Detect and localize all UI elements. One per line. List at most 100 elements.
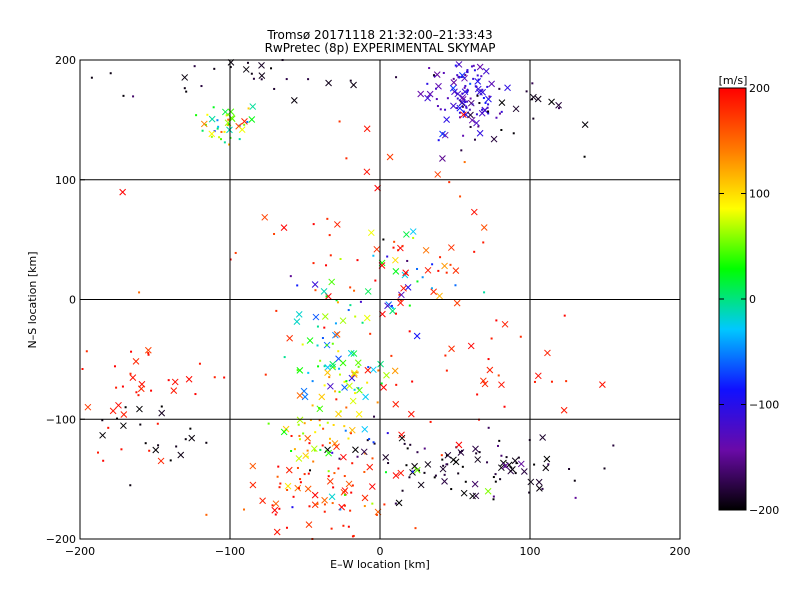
data-point-dot bbox=[454, 64, 457, 67]
data-point-dot bbox=[347, 309, 350, 312]
data-point-cross bbox=[109, 407, 117, 415]
data-point-dot bbox=[356, 259, 359, 262]
data-point-dot bbox=[317, 365, 320, 368]
data-point-cross bbox=[599, 381, 606, 388]
data-point-dot bbox=[345, 157, 348, 160]
data-point-dot bbox=[326, 217, 329, 220]
data-point-dot bbox=[157, 444, 160, 447]
data-point-dot bbox=[307, 371, 310, 374]
data-point-dot bbox=[473, 69, 476, 72]
data-point-dot bbox=[321, 337, 324, 340]
data-point-dot bbox=[461, 465, 464, 468]
data-point-cross bbox=[271, 506, 279, 514]
data-point-dot bbox=[478, 102, 481, 105]
data-point-dot bbox=[469, 97, 472, 100]
data-point-cross bbox=[474, 456, 482, 463]
data-point-dot bbox=[109, 72, 112, 75]
data-point-dot bbox=[306, 449, 309, 452]
y-ticks: −200 −100 0 100 200 bbox=[46, 54, 85, 546]
data-point-cross bbox=[380, 384, 387, 391]
data-point-cross bbox=[539, 434, 547, 441]
data-point-dot bbox=[495, 319, 498, 322]
data-point-dot bbox=[303, 473, 306, 476]
data-point-cross bbox=[509, 465, 516, 473]
data-point-cross bbox=[527, 478, 535, 486]
data-point-dot bbox=[296, 466, 299, 469]
plot-area: −200 −100 0 100 200 −200 −100 0 100 200 bbox=[46, 54, 691, 558]
data-point-dot bbox=[260, 78, 263, 81]
data-point-dot bbox=[473, 250, 476, 253]
data-point-cross bbox=[407, 410, 415, 418]
data-point-dot bbox=[296, 284, 299, 287]
data-point-cross bbox=[290, 97, 298, 104]
data-point-dot bbox=[469, 82, 472, 85]
data-point-dot bbox=[331, 451, 334, 454]
colorbar-tick-label: −100 bbox=[749, 399, 779, 412]
grid-lines bbox=[80, 60, 680, 539]
data-point-cross bbox=[430, 288, 437, 296]
data-point-dot bbox=[298, 487, 301, 490]
data-point-dot bbox=[525, 90, 528, 93]
data-point-dot bbox=[533, 463, 536, 466]
data-point-cross bbox=[500, 459, 507, 467]
data-point-cross bbox=[486, 366, 494, 374]
data-point-dot bbox=[531, 98, 534, 101]
data-point-dot bbox=[568, 467, 571, 470]
data-point-dot bbox=[148, 449, 151, 452]
data-point-dot bbox=[160, 405, 163, 408]
data-point-cross bbox=[296, 416, 304, 424]
data-point-cross bbox=[449, 84, 457, 92]
data-point-cross bbox=[341, 384, 348, 391]
data-point-dot bbox=[456, 97, 459, 100]
data-point-dot bbox=[411, 380, 414, 383]
data-point-cross bbox=[355, 410, 363, 418]
data-point-cross bbox=[328, 278, 336, 286]
colorbar: [m/s] 200 100 0 −100 −200 bbox=[718, 74, 779, 517]
data-point-cross bbox=[157, 457, 165, 465]
data-point-cross bbox=[333, 330, 341, 338]
data-point-dot bbox=[547, 463, 550, 466]
data-point-cross bbox=[144, 346, 152, 354]
data-point-dot bbox=[169, 459, 172, 462]
data-point-dot bbox=[185, 90, 188, 93]
data-point-cross bbox=[398, 434, 406, 442]
data-point-cross bbox=[469, 492, 476, 500]
data-point-cross bbox=[325, 293, 332, 300]
data-point-dot bbox=[113, 365, 116, 368]
data-point-cross bbox=[534, 372, 542, 380]
data-point-dot bbox=[482, 241, 485, 244]
data-point-cross bbox=[327, 382, 334, 390]
data-point-dot bbox=[401, 489, 404, 492]
data-point-cross bbox=[461, 88, 469, 96]
data-point-cross bbox=[120, 411, 128, 418]
data-points bbox=[81, 59, 615, 540]
data-point-dot bbox=[392, 246, 395, 249]
data-point-dot bbox=[394, 312, 397, 315]
data-point-dot bbox=[329, 254, 332, 257]
data-point-dot bbox=[519, 335, 522, 338]
data-point-cross bbox=[296, 392, 304, 399]
data-point-cross bbox=[397, 469, 405, 477]
data-point-dot bbox=[243, 508, 246, 511]
data-point-dot bbox=[533, 380, 536, 383]
data-point-cross bbox=[350, 81, 357, 89]
data-point-dot bbox=[193, 65, 196, 68]
data-point-dot bbox=[335, 398, 338, 401]
data-point-dot bbox=[339, 410, 342, 413]
data-point-dot bbox=[391, 307, 394, 310]
data-point-dot bbox=[156, 422, 159, 425]
data-point-dot bbox=[408, 330, 411, 333]
data-point-dot bbox=[395, 383, 398, 386]
data-point-dot bbox=[323, 365, 326, 368]
data-point-dot bbox=[328, 441, 331, 444]
data-point-cross bbox=[284, 482, 292, 490]
data-point-dot bbox=[213, 376, 216, 379]
data-point-dot bbox=[403, 442, 406, 445]
data-point-dot bbox=[289, 275, 292, 278]
data-point-dot bbox=[129, 372, 132, 375]
data-point-dot bbox=[298, 438, 301, 441]
data-point-dot bbox=[342, 524, 345, 527]
data-point-dot bbox=[316, 502, 319, 505]
data-point-dot bbox=[603, 467, 606, 470]
